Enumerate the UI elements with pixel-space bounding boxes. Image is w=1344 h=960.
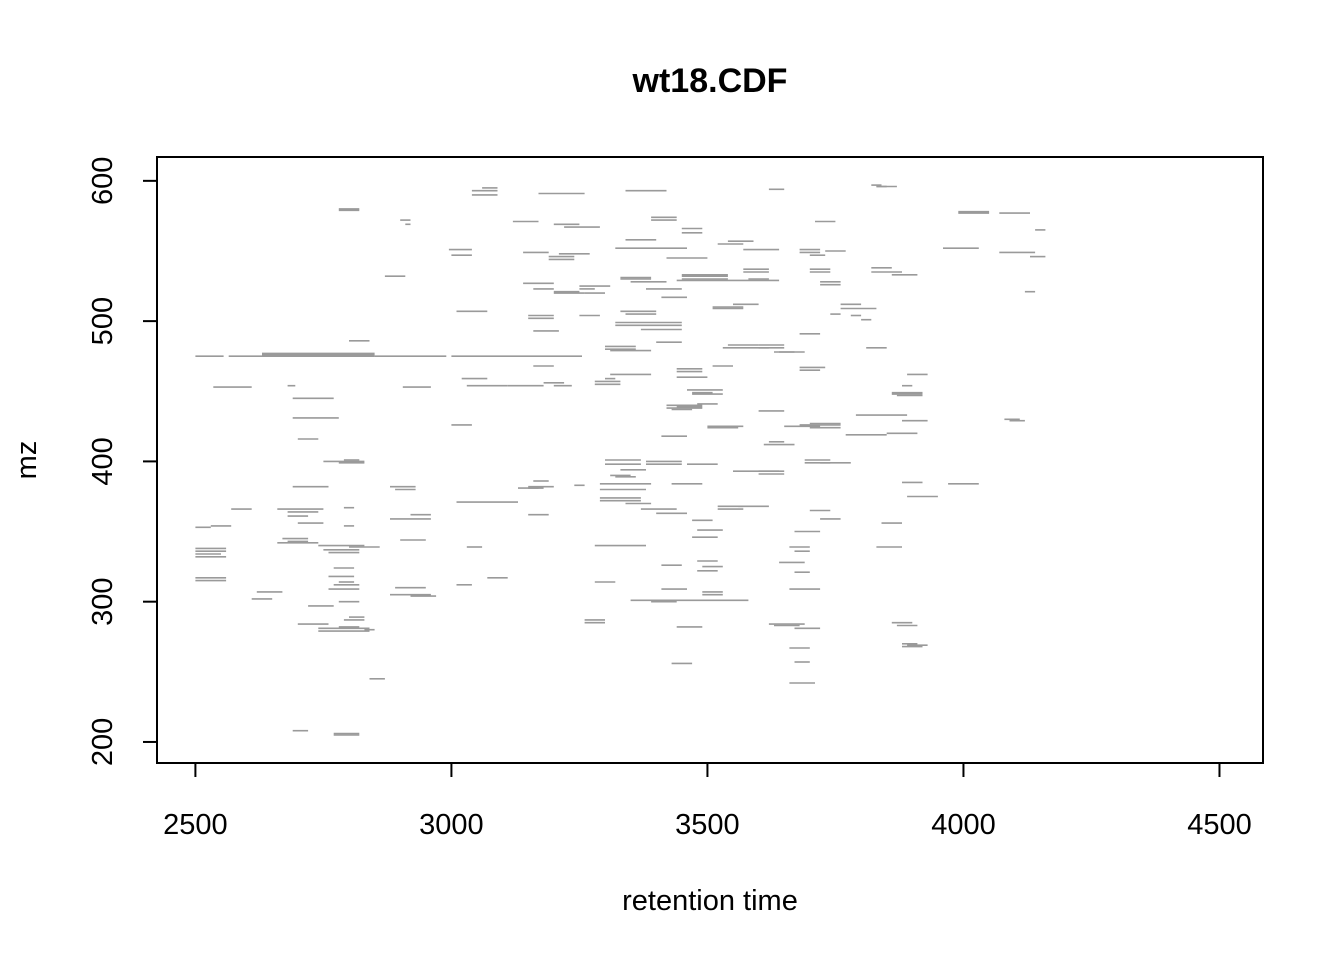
x-axis: 2500 3000 3500 4000 4500 — [163, 762, 1252, 841]
y-axis: 200 300 400 500 600 — [87, 157, 158, 766]
x-tick-label: 2500 — [163, 809, 228, 841]
plot-frame — [156, 156, 1264, 764]
y-tick-label: 200 — [87, 718, 119, 766]
x-tick-label: 4500 — [1187, 809, 1252, 841]
x-tick-label: 3000 — [419, 809, 484, 841]
y-tick-label: 500 — [87, 297, 119, 345]
x-tick-label: 4000 — [931, 809, 996, 841]
segments-layer — [195, 184, 1046, 736]
chart-title: wt18.CDF — [632, 62, 788, 100]
x-tick-label: 3500 — [675, 809, 740, 841]
y-tick-label: 300 — [87, 577, 119, 625]
y-tick-label: 600 — [87, 157, 119, 205]
x-axis-label: retention time — [622, 885, 798, 917]
y-axis-label: mz — [11, 441, 43, 480]
y-tick-label: 400 — [87, 437, 119, 485]
